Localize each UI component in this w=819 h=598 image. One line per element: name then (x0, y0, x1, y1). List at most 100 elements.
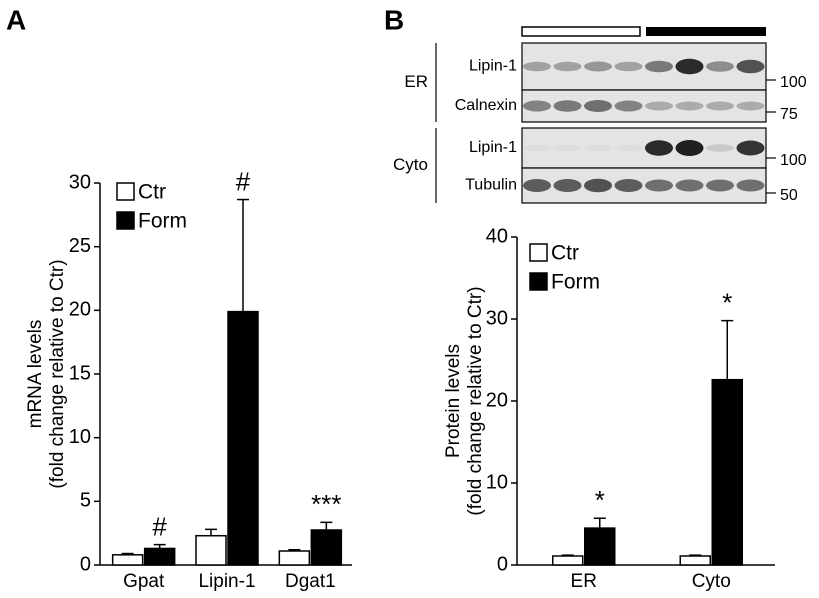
blot-band (675, 179, 704, 192)
y-tick-label: 20 (69, 299, 91, 321)
y-tick-label: 10 (69, 426, 91, 448)
legend-swatch (529, 272, 548, 291)
blot-band (706, 101, 734, 111)
band-label: Lipin-1 (469, 58, 517, 75)
blot-band (584, 100, 612, 112)
x-tick-label: Cyto (692, 571, 731, 592)
bar (111, 554, 144, 566)
blot-band (706, 144, 734, 152)
blot-band (675, 58, 704, 75)
legend-label: Ctr (138, 181, 166, 204)
x-tick-label: Gpat (123, 571, 165, 592)
bar (278, 550, 311, 566)
bar (679, 555, 711, 566)
mw-label: 75 (780, 106, 798, 123)
blot-band (736, 101, 765, 111)
mw-label: 100 (780, 152, 807, 169)
legend-label: Form (551, 271, 600, 294)
bar (711, 378, 743, 566)
blot-band (523, 144, 551, 152)
error-bar (721, 319, 734, 380)
y-tick-label: 0 (497, 553, 508, 575)
blot-band (675, 140, 704, 156)
x-tick-label: Lipin-1 (198, 571, 255, 592)
y-tick-label: 30 (486, 307, 508, 329)
blot-band (523, 61, 551, 72)
legend-swatch (116, 182, 135, 201)
error-bar (237, 198, 249, 312)
y-tick-label: 0 (80, 553, 91, 575)
ctr-group-bar (521, 26, 641, 37)
error-bar (593, 517, 606, 529)
error-bar (153, 543, 166, 549)
form-group-bar (646, 27, 766, 36)
y-tick-label: 40 (486, 225, 508, 247)
blot-band (584, 178, 612, 193)
error-bar (121, 552, 134, 555)
western-blot: ER Lipin-1 100 Calnexin 75 Cyto Lipin-1 100 Tubu… (393, 42, 807, 204)
legend-swatch (529, 243, 548, 262)
legend-label: Ctr (551, 242, 579, 265)
group-label: Cyto (393, 155, 428, 174)
bar (195, 534, 227, 566)
mw-label: 50 (780, 187, 798, 204)
blot-band (584, 144, 612, 152)
blot-band (736, 59, 765, 74)
blot-band (736, 140, 765, 156)
bar (310, 529, 343, 566)
blot-band (645, 101, 673, 111)
blot-band (736, 179, 765, 192)
blot-band (614, 61, 643, 72)
band-label: Calnexin (455, 97, 517, 114)
blot-band (645, 60, 673, 73)
error-bar (689, 554, 702, 556)
error-bar (288, 548, 301, 551)
bar (143, 547, 176, 566)
significance-mark: * (595, 485, 605, 515)
blot-band (645, 140, 673, 156)
blot-band (675, 101, 704, 111)
group-label: ER (404, 72, 428, 91)
y-axis-label: Protein levels (443, 344, 464, 458)
legend-swatch (116, 211, 135, 230)
significance-mark: # (152, 512, 167, 542)
y-tick-label: 15 (69, 362, 91, 384)
significance-mark: * (722, 288, 732, 318)
band-label: Lipin-1 (469, 139, 517, 156)
blot-band (553, 100, 582, 112)
significance-mark: # (236, 166, 251, 196)
blot-band (614, 144, 643, 152)
bar (584, 527, 616, 566)
y-tick-label: 30 (69, 171, 91, 193)
panel-label: B (384, 4, 404, 35)
y-tick-label: 10 (486, 471, 508, 493)
mw-label: 100 (780, 74, 807, 91)
y-axis-label: (fold change relative to Ctr) (465, 286, 486, 515)
blot-band (584, 61, 612, 72)
x-tick-label: Dgat1 (285, 571, 336, 592)
blot-band (523, 179, 551, 192)
bar (227, 310, 259, 566)
y-tick-label: 20 (486, 389, 508, 411)
blot-band (645, 179, 673, 192)
panel-label: A (6, 4, 26, 35)
y-tick-label: 25 (69, 235, 91, 257)
legend-label: Form (138, 210, 187, 233)
blot-band (523, 100, 551, 112)
significance-mark: *** (311, 489, 341, 519)
y-axis-label: mRNA levels (25, 320, 46, 429)
y-tick-label: 5 (80, 490, 91, 512)
x-tick-label: ER (571, 571, 597, 592)
blot-band (614, 100, 643, 112)
blot-band (706, 179, 734, 192)
error-bar (320, 521, 333, 530)
blot-band (614, 179, 643, 192)
blot-band (553, 61, 582, 72)
y-axis-label: (fold change relative to Ctr) (47, 259, 68, 488)
error-bar (205, 528, 217, 536)
blot-band (553, 144, 582, 152)
blot-band (706, 61, 734, 72)
bar (552, 555, 584, 566)
band-label: Tubulin (465, 177, 517, 194)
